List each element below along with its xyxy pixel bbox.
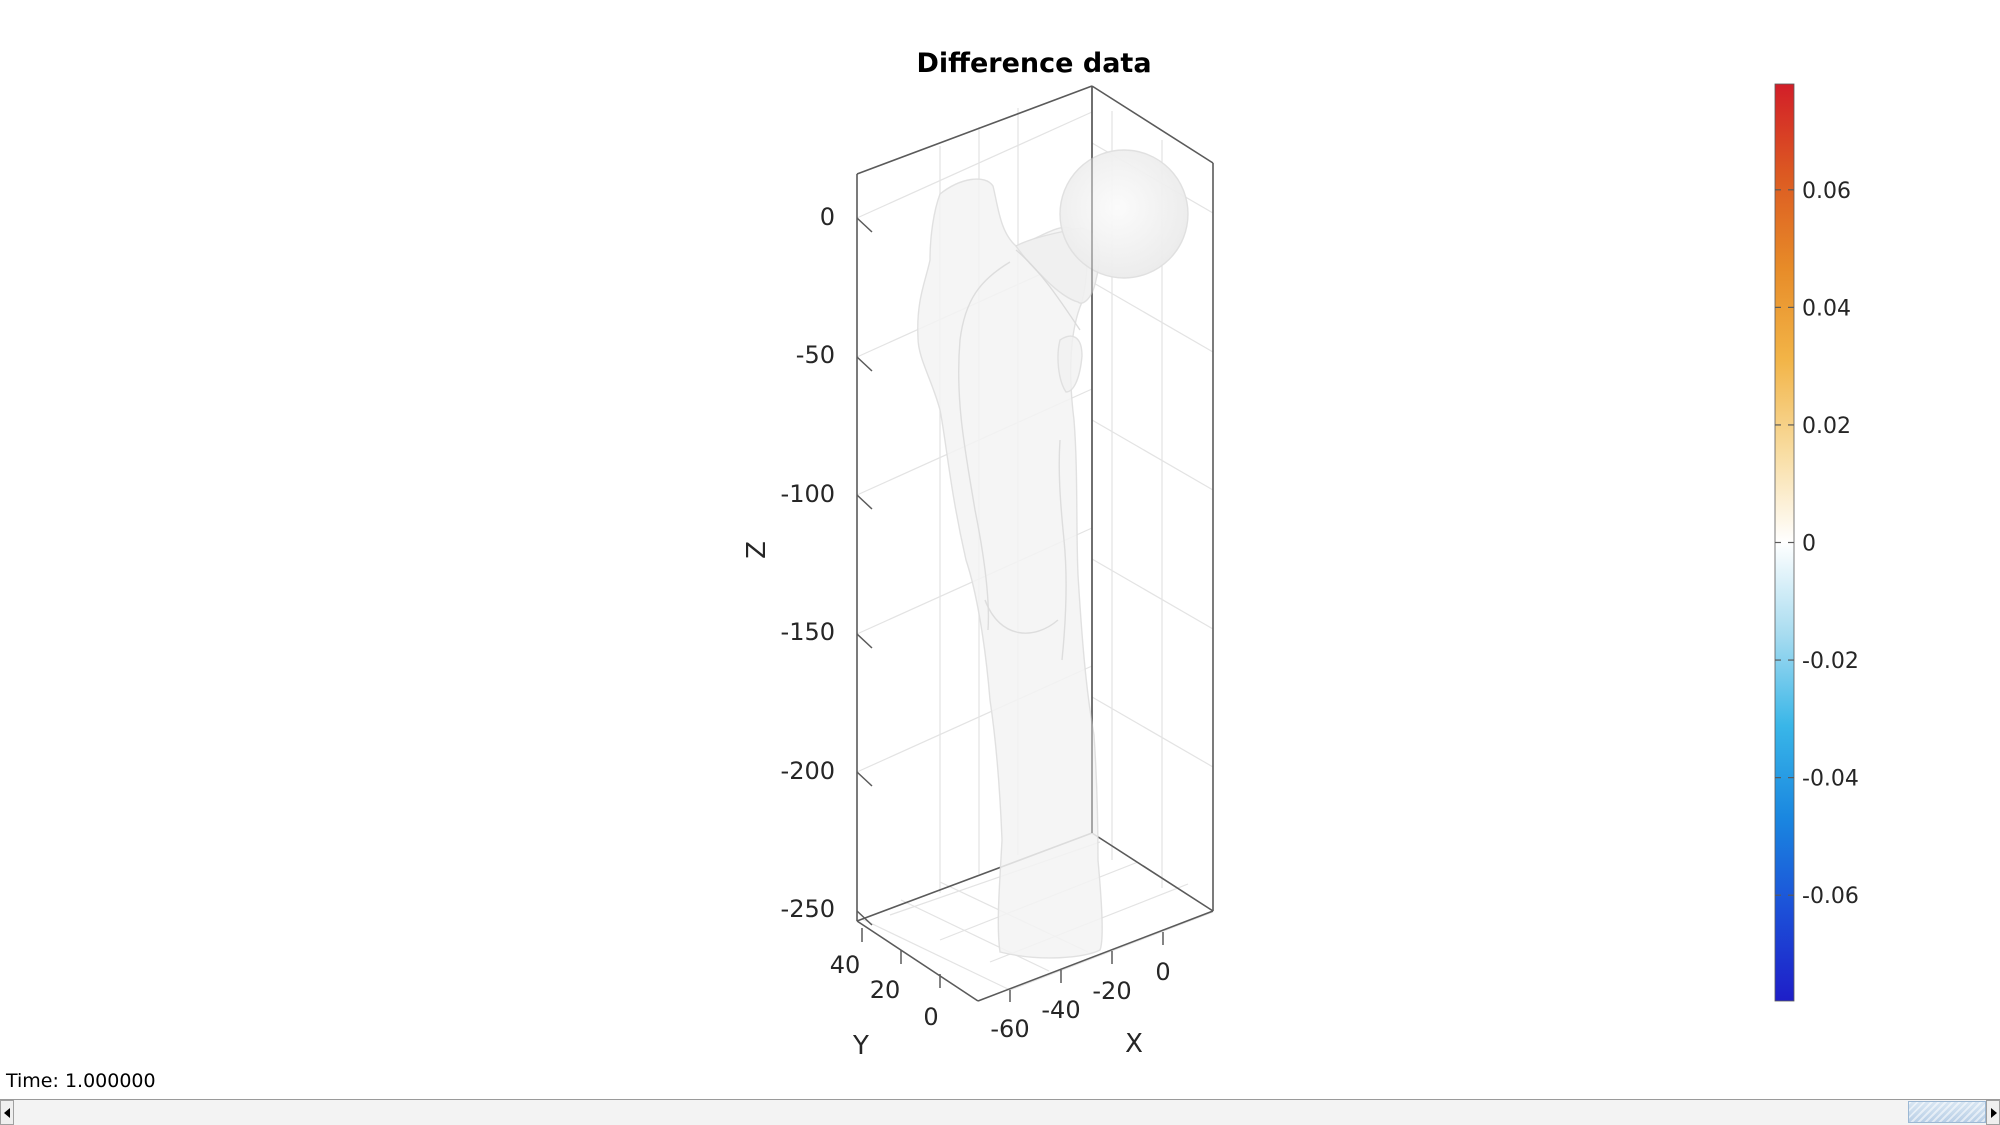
z-tick: [856, 494, 873, 510]
axes-3d[interactable]: [856, 85, 1214, 1002]
slider-thumb[interactable]: [1908, 1101, 1986, 1123]
colorbar-tick-label: 0.02: [1802, 414, 1851, 439]
femur-inner-contour: [1015, 249, 1081, 331]
y-tick-label: 20: [870, 976, 901, 1004]
axes-box-edge: [856, 920, 979, 1002]
femur-inner-contour: [958, 261, 1011, 631]
x-tick-label: -60: [990, 1015, 1029, 1043]
colorbar-tick-label: -0.04: [1802, 767, 1859, 792]
z-tick: [856, 356, 873, 372]
slider-right-arrow-button[interactable]: [1986, 1100, 2000, 1125]
colorbar-tick-label: -0.06: [1802, 884, 1859, 909]
z-tick-label: -50: [796, 341, 835, 369]
y-axis-label: Y: [852, 1031, 869, 1061]
lesser-trochanter: [1057, 335, 1083, 393]
slider-track[interactable]: [14, 1100, 1986, 1125]
z-tick: [856, 217, 873, 233]
z-tick-label: -200: [781, 757, 835, 785]
z-tick: [856, 633, 873, 649]
axis-labels: Z Y X: [742, 541, 1143, 1061]
femur-inner-contour: [1058, 439, 1067, 661]
z-tick-label: -250: [781, 895, 835, 923]
tick-marks: [856, 217, 1164, 1002]
grid-line: [1091, 558, 1214, 630]
axes-box-edge: [856, 85, 1093, 175]
femoral-head: [1059, 149, 1189, 279]
x-axis-label: X: [1125, 1029, 1143, 1059]
z-tick-label: -100: [781, 480, 835, 508]
axes-box-edge: [1091, 832, 1214, 912]
grid-line: [861, 918, 1011, 991]
time-status-text: Time: 1.000000: [6, 1070, 156, 1092]
colorbar-tick-label: 0.06: [1802, 179, 1851, 204]
axes-box-edge: [977, 910, 1214, 1002]
femur-inner-contour: [984, 599, 1059, 634]
tick-labels: 0 -50 -100 -150 -200 -250 40 20 0 -60 -4…: [781, 203, 1171, 1043]
time-slider[interactable]: [0, 1099, 2000, 1125]
y-tick-label: 0: [923, 1003, 938, 1031]
colorbar[interactable]: 0.06 0.04 0.02 0 -0.02 -0.04 -0.06: [1774, 83, 1859, 1002]
x-tick-label: -20: [1092, 977, 1131, 1005]
slider-left-arrow-button[interactable]: [0, 1100, 14, 1125]
grid-line: [856, 111, 1093, 219]
colorbar-tick-label: 0: [1802, 532, 1816, 557]
colorbar-ticks: 0.06 0.04 0.02 0 -0.02 -0.04 -0.06: [1775, 179, 1859, 909]
z-tick-label: 0: [820, 203, 835, 231]
grid-line: [1091, 696, 1214, 768]
z-tick-label: -150: [781, 618, 835, 646]
grid-line: [900, 899, 1050, 972]
y-tick-label: 40: [830, 951, 861, 979]
x-tick-label: 0: [1155, 958, 1170, 986]
plot-title: Difference data: [916, 48, 1151, 79]
z-axis-label: Z: [742, 541, 772, 559]
grid-line: [1091, 419, 1214, 491]
x-tick-label: -40: [1041, 996, 1080, 1024]
z-tick: [856, 910, 873, 926]
colorbar-tick-label: -0.02: [1802, 649, 1859, 674]
femur-surface: [917, 149, 1189, 959]
grid-line: [1091, 281, 1214, 353]
axes-box-edge: [1091, 85, 1214, 164]
z-tick: [856, 771, 873, 787]
colorbar-tick-label: 0.04: [1802, 296, 1851, 321]
